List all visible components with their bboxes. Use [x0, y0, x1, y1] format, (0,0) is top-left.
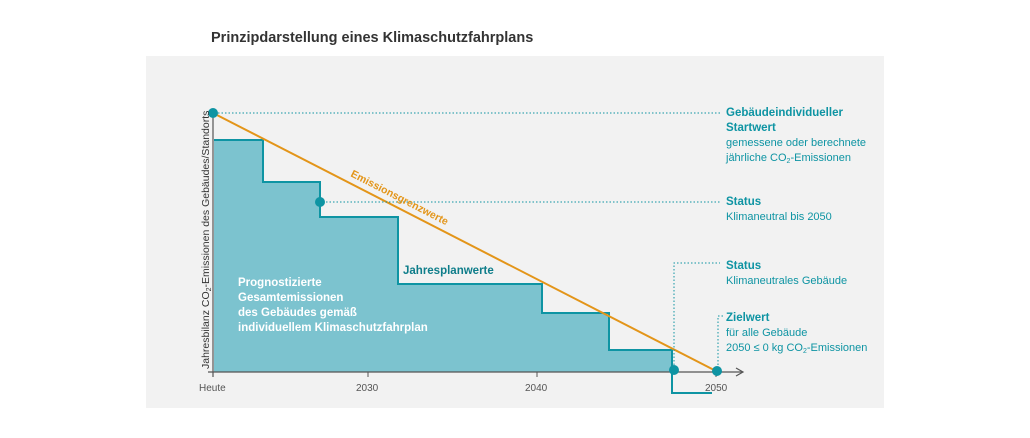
tick-label-2030: 2030 — [356, 383, 379, 394]
annual-plan-step-line — [214, 139, 712, 394]
area-label: Prognostizierte Gesamtemissionen des Geb… — [238, 277, 428, 334]
tick-label-heute: Heute — [199, 383, 226, 394]
annotation-start: Gebäudeindividueller Startwert gemessene… — [726, 107, 867, 165]
climate-neutral-point — [669, 365, 679, 375]
leader-target — [717, 315, 724, 365]
annual-plan-label: Jahresplanwerte — [403, 265, 494, 277]
annotation-status-1: Status Klimaneutral bis 2050 — [726, 196, 832, 223]
x-axis-arrow — [735, 367, 745, 377]
annotation-target: Zielwert für alle Gebäude 2050 ≤ 0 kg CO… — [726, 312, 868, 355]
leader-status2 — [673, 262, 720, 365]
y-axis-label: Jahresbilanz CO2-Emissionen des Gebäudes… — [200, 110, 213, 369]
tick-label-2040: 2040 — [525, 383, 548, 394]
tick-label-2050: 2050 — [705, 383, 728, 394]
diagram-title: Prinzipdarstellung eines Klimaschutzfahr… — [211, 30, 534, 46]
emission-limit-line — [212, 112, 717, 372]
annotation-status-2: Status Klimaneutrales Gebäude — [726, 260, 848, 287]
start-point — [208, 108, 218, 118]
emissions-area — [214, 140, 672, 372]
status-point — [315, 197, 325, 207]
target-point — [712, 366, 722, 376]
